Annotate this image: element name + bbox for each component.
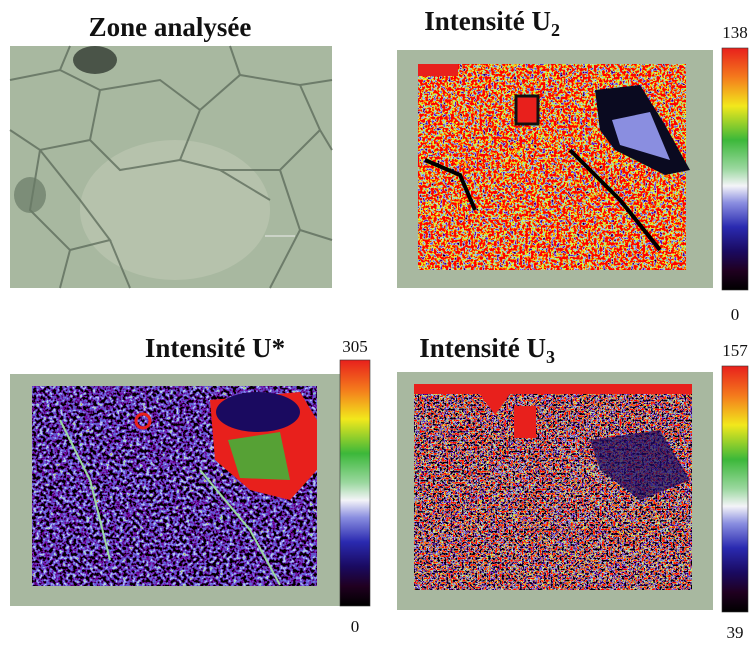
title-text: Intensité U	[424, 6, 551, 36]
micrograph	[9, 45, 333, 289]
colorbar	[721, 47, 749, 291]
intensity-map	[397, 372, 713, 610]
panel-title: Intensité U3	[419, 333, 555, 367]
intensity-map	[10, 374, 340, 606]
colorbar-max: 305	[342, 337, 368, 356]
colorbar-min: 0	[731, 305, 740, 324]
colorbar-max: 138	[722, 23, 748, 42]
title-subscript: 3	[546, 347, 555, 367]
panel-title: Intensité U*	[145, 333, 285, 363]
colorbar-min: 0	[351, 617, 360, 636]
panel-title: Zone analysée	[89, 12, 252, 42]
title-text: Intensité U	[419, 333, 546, 363]
colorbar	[721, 365, 749, 613]
colorbar-min: 39	[727, 623, 744, 642]
panel-title: Intensité U2	[424, 6, 560, 40]
title-subscript: 2	[551, 20, 560, 40]
colorbar	[339, 359, 371, 607]
intensity-map	[397, 50, 713, 288]
colorbar-max: 157	[722, 341, 748, 360]
